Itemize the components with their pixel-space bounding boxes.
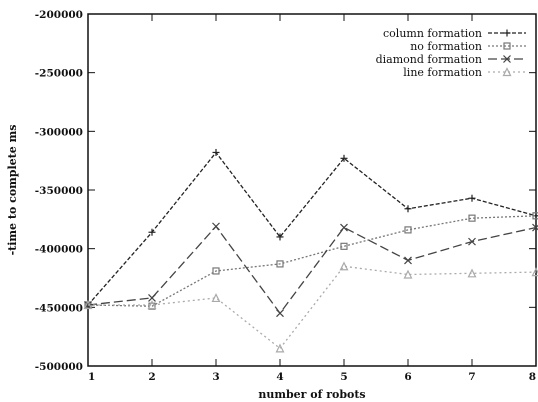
series-line — [87, 215, 537, 307]
series-line — [88, 265, 537, 350]
y-tick-label: -400000 — [35, 244, 83, 256]
point-marker-x — [276, 309, 284, 318]
point-marker-plus — [212, 148, 220, 156]
point-marker-plus — [276, 233, 284, 241]
marker-stroke — [532, 224, 538, 232]
point-marker-x — [212, 222, 220, 231]
y-tick-label: -300000 — [35, 126, 83, 138]
point-marker-square — [340, 242, 348, 250]
legend-entry: column formation — [383, 27, 526, 40]
y-axis-title: -time to complete ms — [6, 125, 19, 256]
point-marker-triangle — [83, 300, 93, 310]
point-marker-square — [503, 42, 511, 50]
point-marker-triangle — [467, 268, 477, 278]
y-axis: -200000 -250000 -300000 -350000 -400000 -4500… — [35, 9, 536, 373]
marker-stroke — [404, 256, 412, 265]
series-no-formation — [84, 212, 538, 310]
point-marker-triangle — [147, 300, 157, 310]
x-tick-label: 7 — [468, 371, 475, 383]
marker-stroke — [148, 294, 156, 302]
marker-stroke — [503, 55, 511, 63]
legend-label: diamond formation — [376, 53, 482, 66]
point-marker-x — [503, 55, 511, 63]
series-layer — [83, 148, 538, 353]
marker-stroke — [212, 222, 220, 231]
marker-stroke — [340, 223, 348, 232]
x-tick-label: 6 — [404, 371, 411, 383]
series-column-formation — [84, 148, 538, 309]
point-marker-plus — [468, 194, 476, 202]
x-axis: 1 2 3 4 5 6 7 8 — [87, 14, 537, 383]
x-axis-title: number of robots — [258, 388, 365, 401]
point-marker-square — [532, 212, 538, 220]
series-line — [87, 225, 537, 315]
x-tick-label: 2 — [148, 371, 155, 383]
x-tick-label: 4 — [276, 371, 283, 383]
point-marker-x — [404, 256, 412, 265]
point-marker-plus — [503, 29, 511, 37]
y-tick-label: -500000 — [35, 361, 83, 373]
point-marker-square — [276, 260, 284, 268]
point-marker-triangle — [403, 269, 413, 279]
point-marker-triangle — [339, 261, 349, 271]
point-marker-triangle — [275, 343, 285, 353]
series-diamond-formation — [84, 222, 538, 318]
legend-label: column formation — [383, 27, 482, 40]
series-line — [87, 151, 537, 306]
legend-label: line formation — [403, 66, 482, 79]
legend-entry: diamond formation — [376, 53, 526, 66]
marker-stroke — [468, 237, 476, 246]
point-marker-x — [340, 223, 348, 232]
point-marker-plus — [404, 205, 412, 213]
legend-entry: line formation — [403, 66, 526, 79]
point-marker-plus — [340, 154, 348, 162]
marker-stroke — [276, 309, 284, 318]
x-tick-label: 8 — [529, 371, 536, 383]
point-marker-plus — [148, 228, 156, 236]
x-tick-label: 1 — [88, 371, 95, 383]
point-marker-square — [468, 214, 476, 222]
y-tick-label: -450000 — [35, 302, 83, 314]
point-marker-square — [212, 267, 220, 275]
point-marker-triangle — [502, 67, 512, 77]
legend-label: no formation — [410, 40, 482, 53]
series-line-formation — [83, 261, 538, 353]
legend-entry: no formation — [410, 40, 526, 53]
point-marker-square — [404, 226, 412, 234]
point-marker-x — [148, 294, 156, 302]
x-tick-label: 5 — [340, 371, 347, 383]
y-tick-label: -200000 — [35, 9, 83, 21]
point-marker-triangle — [211, 293, 221, 303]
x-tick-label: 3 — [212, 371, 219, 383]
point-marker-x — [468, 237, 476, 246]
y-tick-label: -350000 — [35, 185, 83, 197]
point-marker-x — [532, 223, 538, 232]
y-tick-label: -250000 — [35, 68, 83, 80]
